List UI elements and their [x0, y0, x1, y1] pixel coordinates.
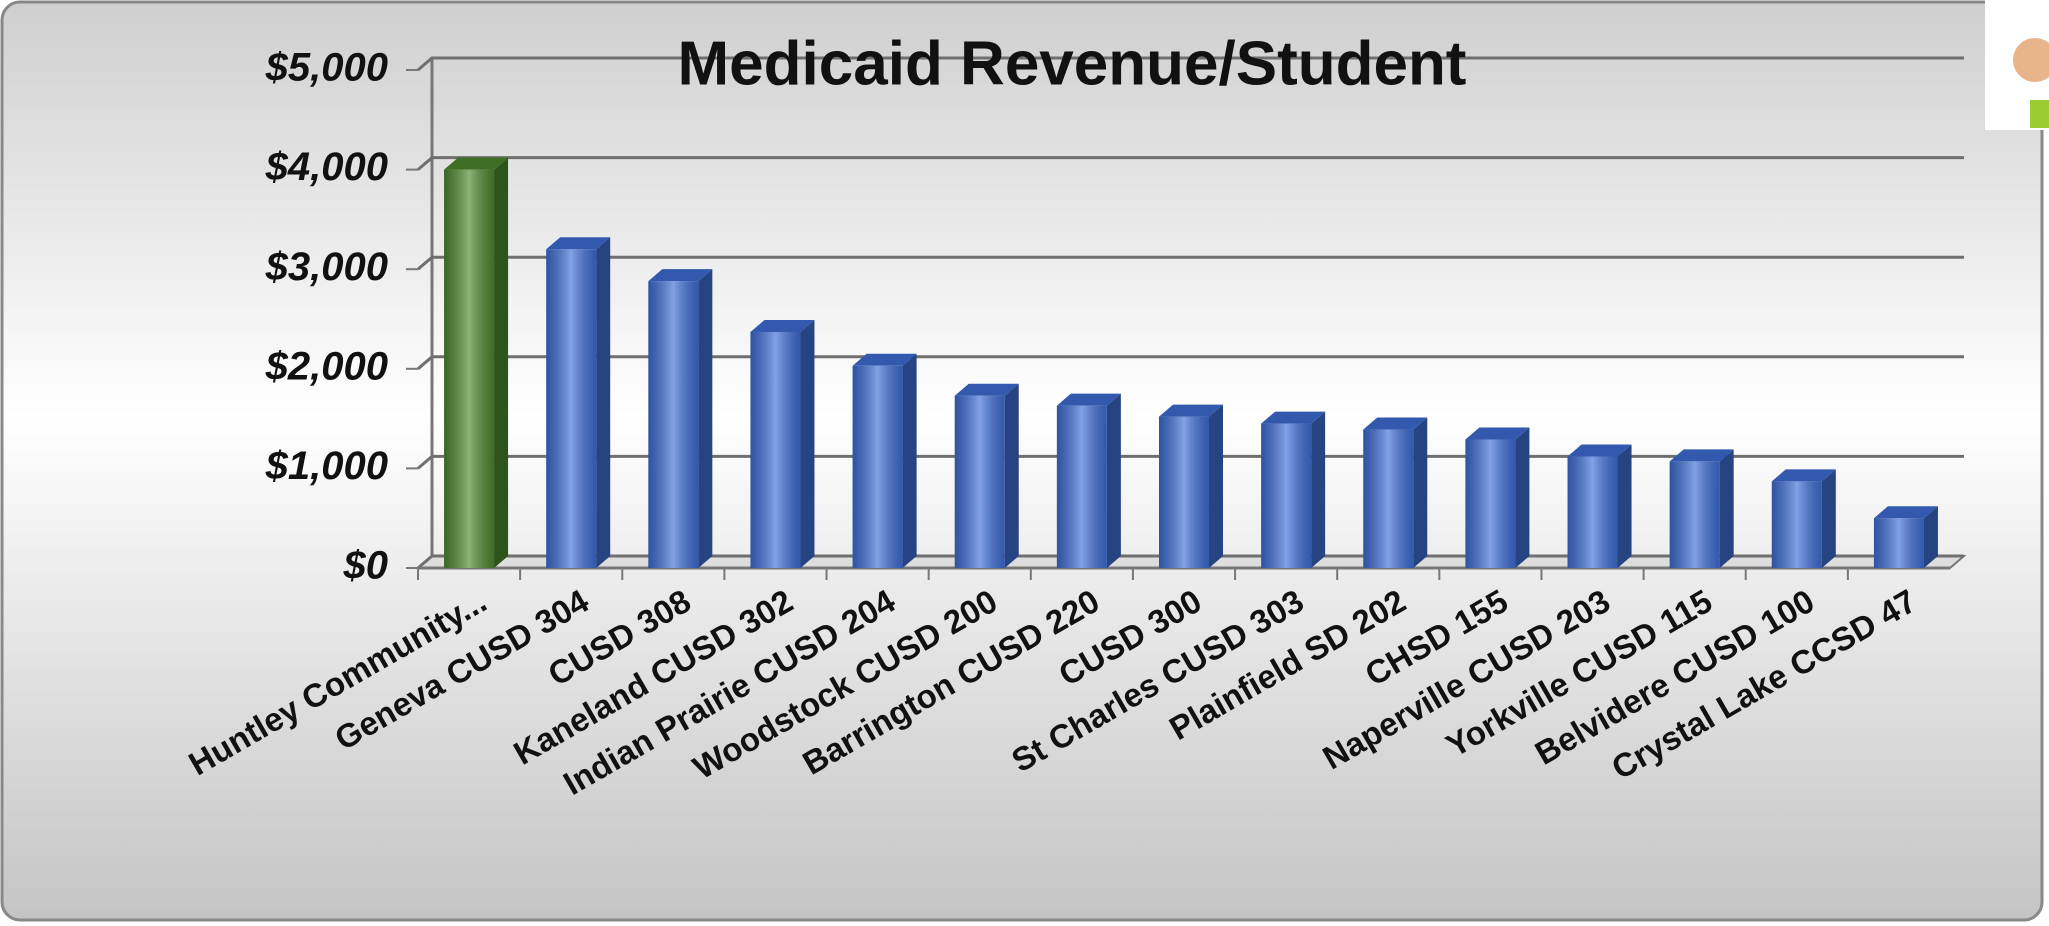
bar-shine — [444, 169, 495, 568]
corner-figure — [2013, 38, 2049, 82]
grid-line — [417, 355, 1964, 370]
bar-top — [1771, 469, 1836, 482]
bar-top — [1363, 417, 1428, 430]
bar-shine — [1363, 429, 1414, 568]
bar-side — [1413, 417, 1428, 568]
bar-top — [954, 383, 1019, 396]
bar-side — [1106, 393, 1121, 568]
bar-top — [1261, 411, 1326, 424]
bar-side — [1821, 469, 1836, 568]
bar-top — [1567, 444, 1632, 457]
chart-title: Medicaid Revenue/Student — [678, 29, 1467, 98]
bar-top — [648, 269, 713, 282]
bar-top — [1669, 449, 1734, 462]
bar-side — [1004, 383, 1019, 568]
bar-shine — [852, 365, 903, 568]
grid-line — [417, 454, 1964, 470]
bar-shine — [1261, 423, 1312, 568]
bar-side — [1515, 427, 1530, 568]
bar-side — [1617, 444, 1632, 568]
bar-top — [1873, 506, 1938, 519]
y-tick-label: $2,000 — [265, 344, 388, 388]
bar-side — [1923, 506, 1938, 568]
bar-side — [494, 157, 509, 568]
bar-top — [1465, 427, 1530, 440]
y-tick-label: $0 — [343, 544, 389, 588]
bar-side — [698, 269, 713, 568]
bar-side — [1719, 449, 1734, 568]
bar-shine — [750, 331, 801, 568]
bar-top — [1056, 393, 1121, 406]
grid-line — [417, 255, 1964, 271]
grid-line — [417, 156, 1964, 171]
y-tick-label: $4,000 — [265, 145, 388, 189]
bar-shine — [648, 281, 699, 568]
grid-line — [417, 554, 1964, 570]
bar-top — [750, 319, 815, 332]
bar-side — [1311, 411, 1326, 568]
bar-side — [800, 319, 815, 568]
bar-side — [596, 237, 611, 568]
y-tick-label: $3,000 — [265, 245, 388, 289]
bar-shine — [1873, 518, 1924, 568]
bar-shine — [546, 249, 597, 568]
bar-shine — [1771, 481, 1822, 568]
bar-top — [546, 237, 611, 250]
bar-shine — [1465, 439, 1516, 568]
corner-figure-base — [2030, 100, 2049, 128]
bar-top — [444, 157, 509, 170]
bar-shine — [1567, 456, 1618, 568]
bar-top — [1159, 404, 1223, 417]
y-tick-label: $5,000 — [265, 46, 388, 90]
grid-line — [417, 56, 1964, 72]
bar-side — [902, 353, 917, 568]
bar-side — [1209, 404, 1223, 568]
y-tick-label: $1,000 — [265, 444, 388, 488]
bar-shine — [1056, 405, 1107, 568]
bar-shine — [1669, 461, 1720, 568]
bar-top — [852, 353, 917, 366]
bar-shine — [954, 395, 1005, 568]
bar-shine — [1159, 416, 1209, 568]
